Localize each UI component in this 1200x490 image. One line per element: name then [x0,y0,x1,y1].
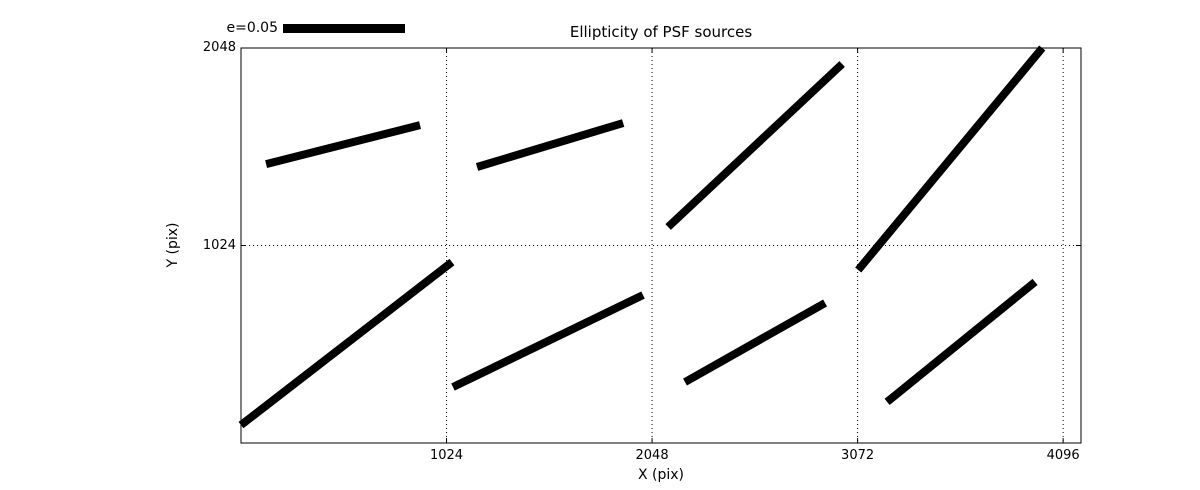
ellipticity-whisker [683,299,828,386]
ellipticity-whisker [265,121,422,168]
ellipticity-whisker [884,278,1038,406]
x-tick-label: 4096 [1046,448,1080,463]
ellipticity-whisker [855,45,1046,273]
y-tick-label: 2048 [202,40,236,55]
legend-label: e=0.05 [226,20,278,36]
ellipticity-whisker [475,119,625,171]
y-tick-label: 1024 [202,237,236,253]
chart-title: Ellipticity of PSF sources [569,23,753,41]
ellipticity-whisker [451,291,645,391]
ellipticity-whisker [238,258,455,429]
ellipticity-whisker [665,61,845,230]
x-tick-label: 1024 [429,448,464,463]
x-axis-label: X (pix) [637,467,685,483]
x-tick-label: 2048 [635,448,669,463]
x-tick-label: 3072 [841,448,875,463]
